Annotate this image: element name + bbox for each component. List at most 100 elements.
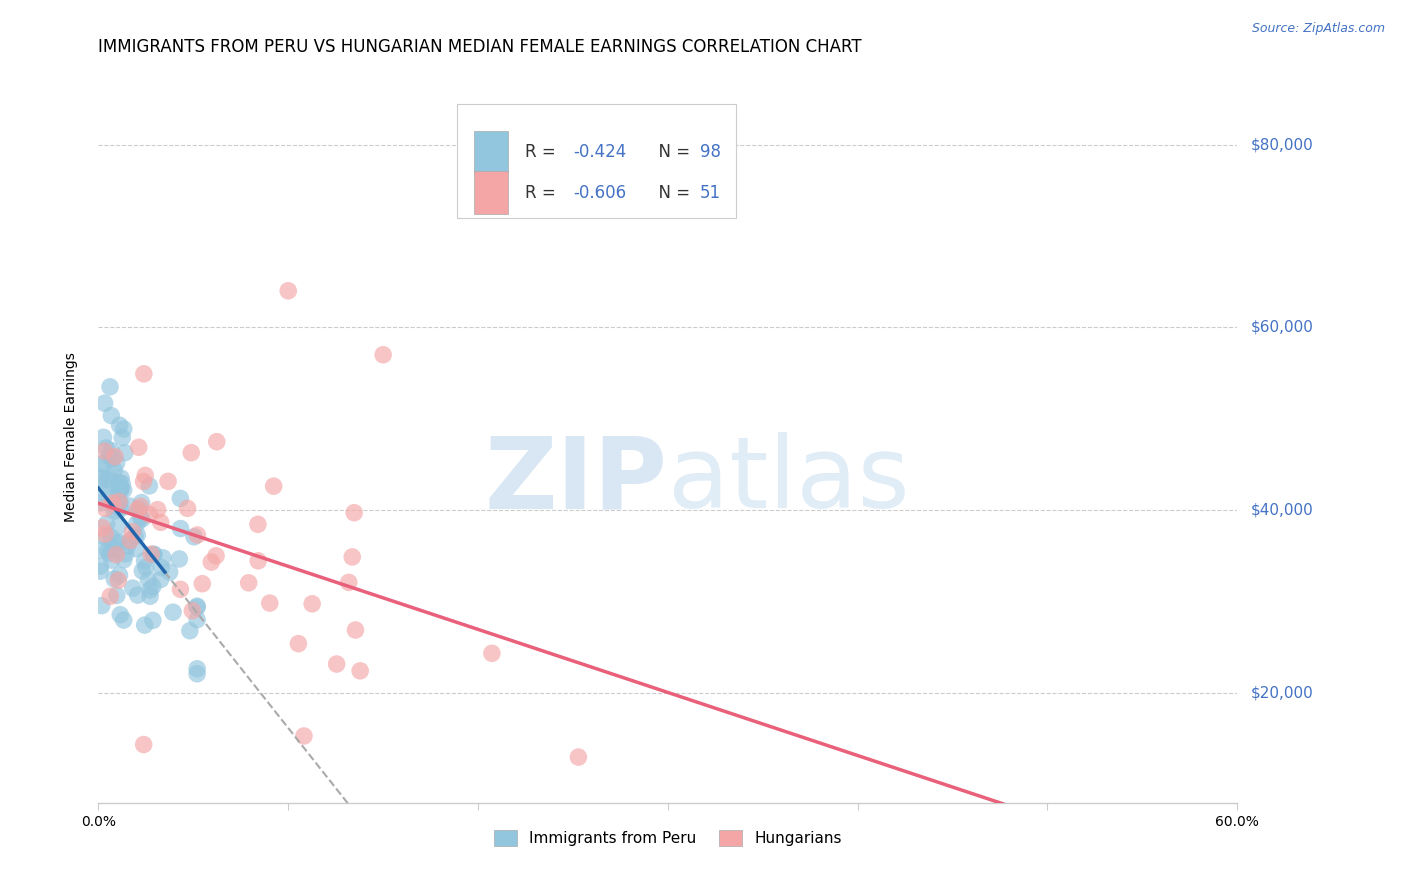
Point xyxy=(129,500,152,514)
Point xyxy=(127,502,149,516)
Point xyxy=(112,422,135,436)
Point xyxy=(277,284,299,298)
Point xyxy=(134,554,156,568)
Point xyxy=(138,508,160,522)
Point xyxy=(247,554,270,568)
Point xyxy=(344,623,367,637)
Point xyxy=(91,486,114,500)
Point xyxy=(108,475,131,490)
Point xyxy=(181,604,204,618)
Point xyxy=(292,729,315,743)
Point xyxy=(118,499,141,513)
Point xyxy=(132,738,155,752)
Point xyxy=(94,501,117,516)
Point xyxy=(169,582,191,597)
Point xyxy=(128,440,150,454)
Text: 51: 51 xyxy=(700,184,721,202)
Text: $60,000: $60,000 xyxy=(1251,320,1315,334)
Point xyxy=(169,552,191,566)
Point xyxy=(91,458,114,472)
Point xyxy=(121,581,143,595)
Point xyxy=(110,481,132,495)
Point xyxy=(124,529,146,543)
Point xyxy=(90,599,112,613)
Point xyxy=(131,564,153,578)
Point xyxy=(183,530,205,544)
Point xyxy=(89,542,111,557)
Text: -0.424: -0.424 xyxy=(574,143,627,161)
Point xyxy=(112,483,135,497)
FancyBboxPatch shape xyxy=(474,131,509,173)
Point xyxy=(180,446,202,460)
Point xyxy=(112,553,135,567)
Point xyxy=(142,548,165,562)
Point xyxy=(179,624,201,638)
Point xyxy=(108,418,131,433)
Point xyxy=(246,517,269,532)
Point xyxy=(142,580,165,594)
Point xyxy=(93,444,115,458)
Text: $40,000: $40,000 xyxy=(1251,503,1315,517)
Point xyxy=(152,550,174,565)
Point xyxy=(131,495,153,509)
Point xyxy=(104,542,127,557)
Point xyxy=(97,543,120,558)
Point xyxy=(325,657,347,671)
Point xyxy=(371,348,394,362)
Point xyxy=(96,473,118,487)
Point xyxy=(108,535,131,549)
Point xyxy=(186,600,208,615)
Point xyxy=(134,468,156,483)
Point xyxy=(349,664,371,678)
Point xyxy=(141,547,163,561)
Text: ZIP: ZIP xyxy=(485,433,668,530)
Point xyxy=(191,576,214,591)
Text: 98: 98 xyxy=(700,143,721,161)
Point xyxy=(96,441,118,455)
Point xyxy=(301,597,323,611)
Point xyxy=(186,528,208,542)
Point xyxy=(149,573,172,587)
Point xyxy=(98,546,121,560)
Legend: Immigrants from Peru, Hungarians: Immigrants from Peru, Hungarians xyxy=(486,822,849,854)
Point xyxy=(117,539,139,553)
Text: $20,000: $20,000 xyxy=(1251,686,1315,700)
Point xyxy=(101,496,124,510)
Text: atlas: atlas xyxy=(668,433,910,530)
Point xyxy=(127,588,149,602)
Y-axis label: Median Female Earnings: Median Female Earnings xyxy=(63,352,77,522)
Point xyxy=(134,618,156,632)
Point xyxy=(118,534,141,549)
Point xyxy=(98,449,121,463)
Point xyxy=(93,396,115,410)
Point xyxy=(176,501,198,516)
Point xyxy=(259,596,281,610)
FancyBboxPatch shape xyxy=(474,171,509,214)
Point xyxy=(135,560,157,574)
Point xyxy=(139,582,162,597)
Point xyxy=(103,572,125,586)
Point xyxy=(108,494,131,508)
Point xyxy=(121,524,143,539)
Point xyxy=(101,451,124,466)
Point xyxy=(98,380,121,394)
Text: N =: N = xyxy=(648,184,696,202)
Point xyxy=(94,530,117,544)
Text: IMMIGRANTS FROM PERU VS HUNGARIAN MEDIAN FEMALE EARNINGS CORRELATION CHART: IMMIGRANTS FROM PERU VS HUNGARIAN MEDIAN… xyxy=(98,38,862,56)
Point xyxy=(89,564,111,578)
Point xyxy=(107,497,129,511)
Point xyxy=(101,553,124,567)
Point xyxy=(157,475,180,489)
Point xyxy=(98,471,121,485)
Point xyxy=(200,555,222,569)
Point xyxy=(100,480,122,494)
Point xyxy=(108,568,131,582)
Point xyxy=(105,548,128,562)
Point xyxy=(146,502,169,516)
Point xyxy=(89,472,111,486)
Point xyxy=(96,516,118,531)
Point xyxy=(481,646,503,660)
Point xyxy=(108,484,131,499)
Point xyxy=(100,443,122,458)
Point xyxy=(186,662,208,676)
